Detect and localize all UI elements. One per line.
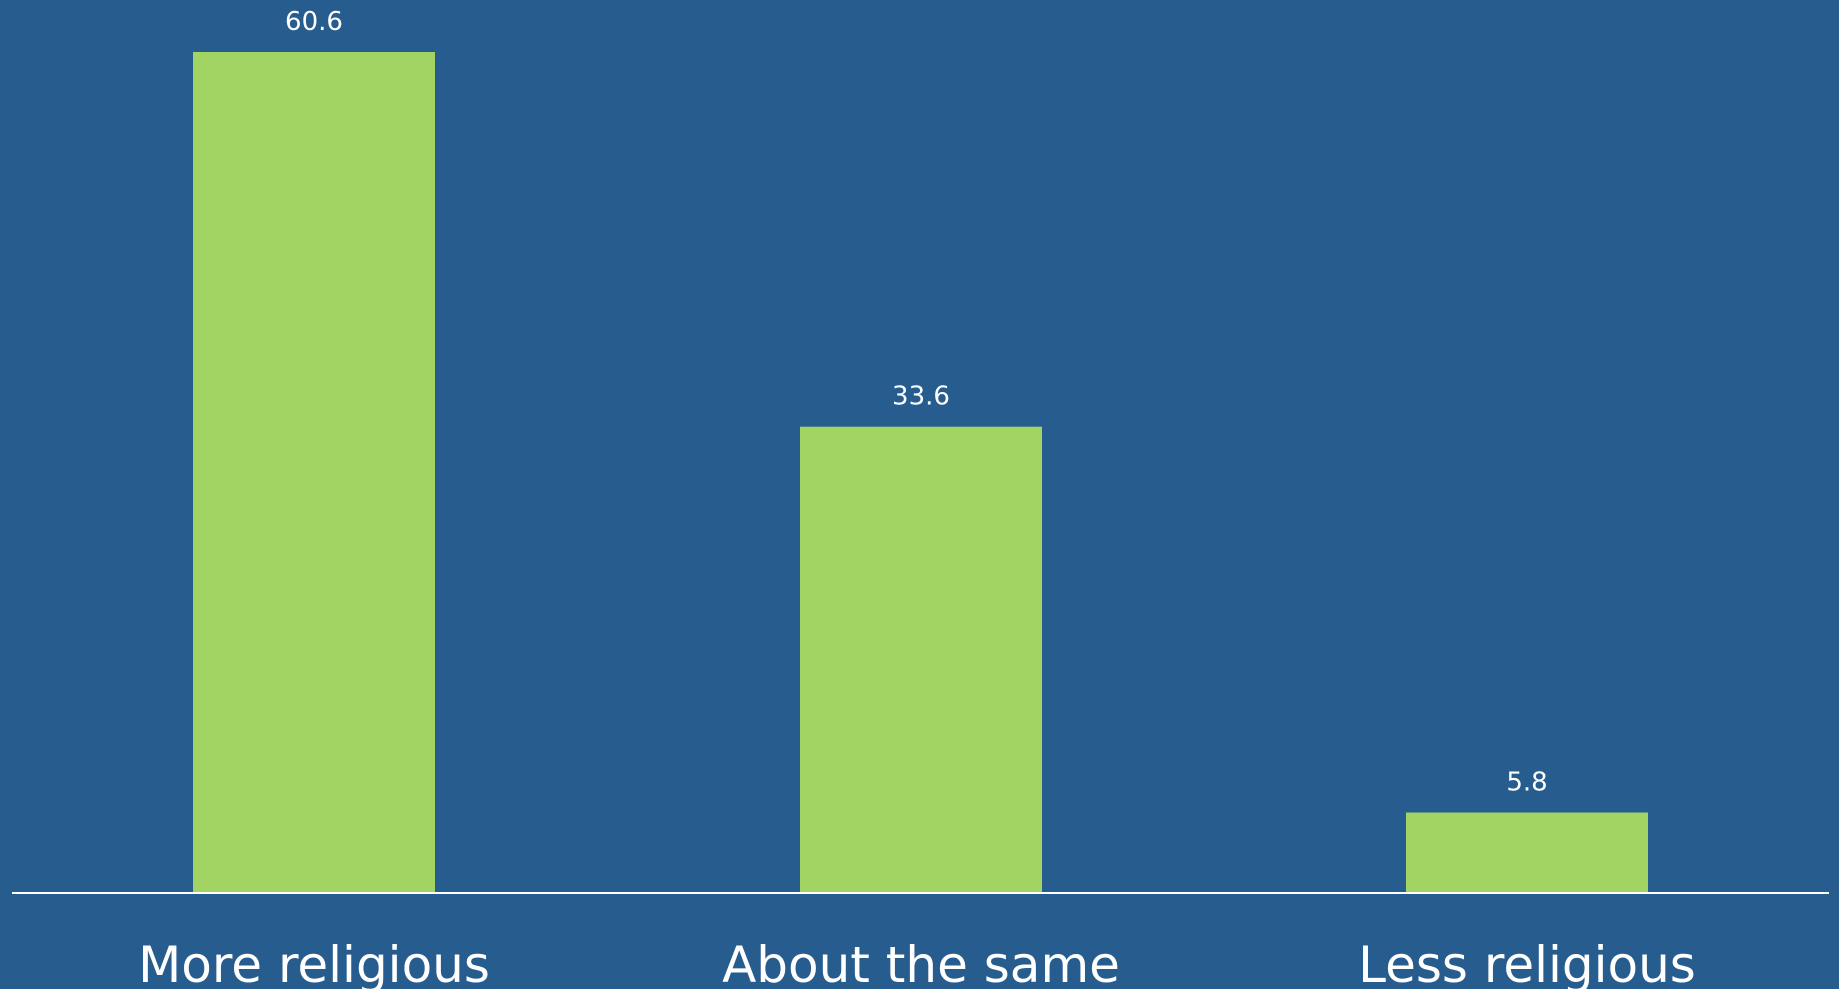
data-label: 33.6: [892, 382, 950, 412]
data-label: 5.8: [1506, 768, 1547, 798]
bar-more-religious: [193, 52, 435, 893]
x-tick-label: More religious: [138, 936, 490, 989]
bar-about-the-same: [800, 426, 1042, 893]
bar-less-religious: [1406, 812, 1648, 893]
x-tick-label: Less religious: [1358, 936, 1696, 989]
category-labels-group: More religious About the same Less religio…: [138, 936, 1696, 989]
data-label: 60.6: [285, 7, 343, 37]
bars-group: [193, 52, 1648, 893]
data-labels-group: 60.6 33.6 5.8: [285, 7, 1548, 798]
x-tick-label: About the same: [722, 936, 1120, 989]
